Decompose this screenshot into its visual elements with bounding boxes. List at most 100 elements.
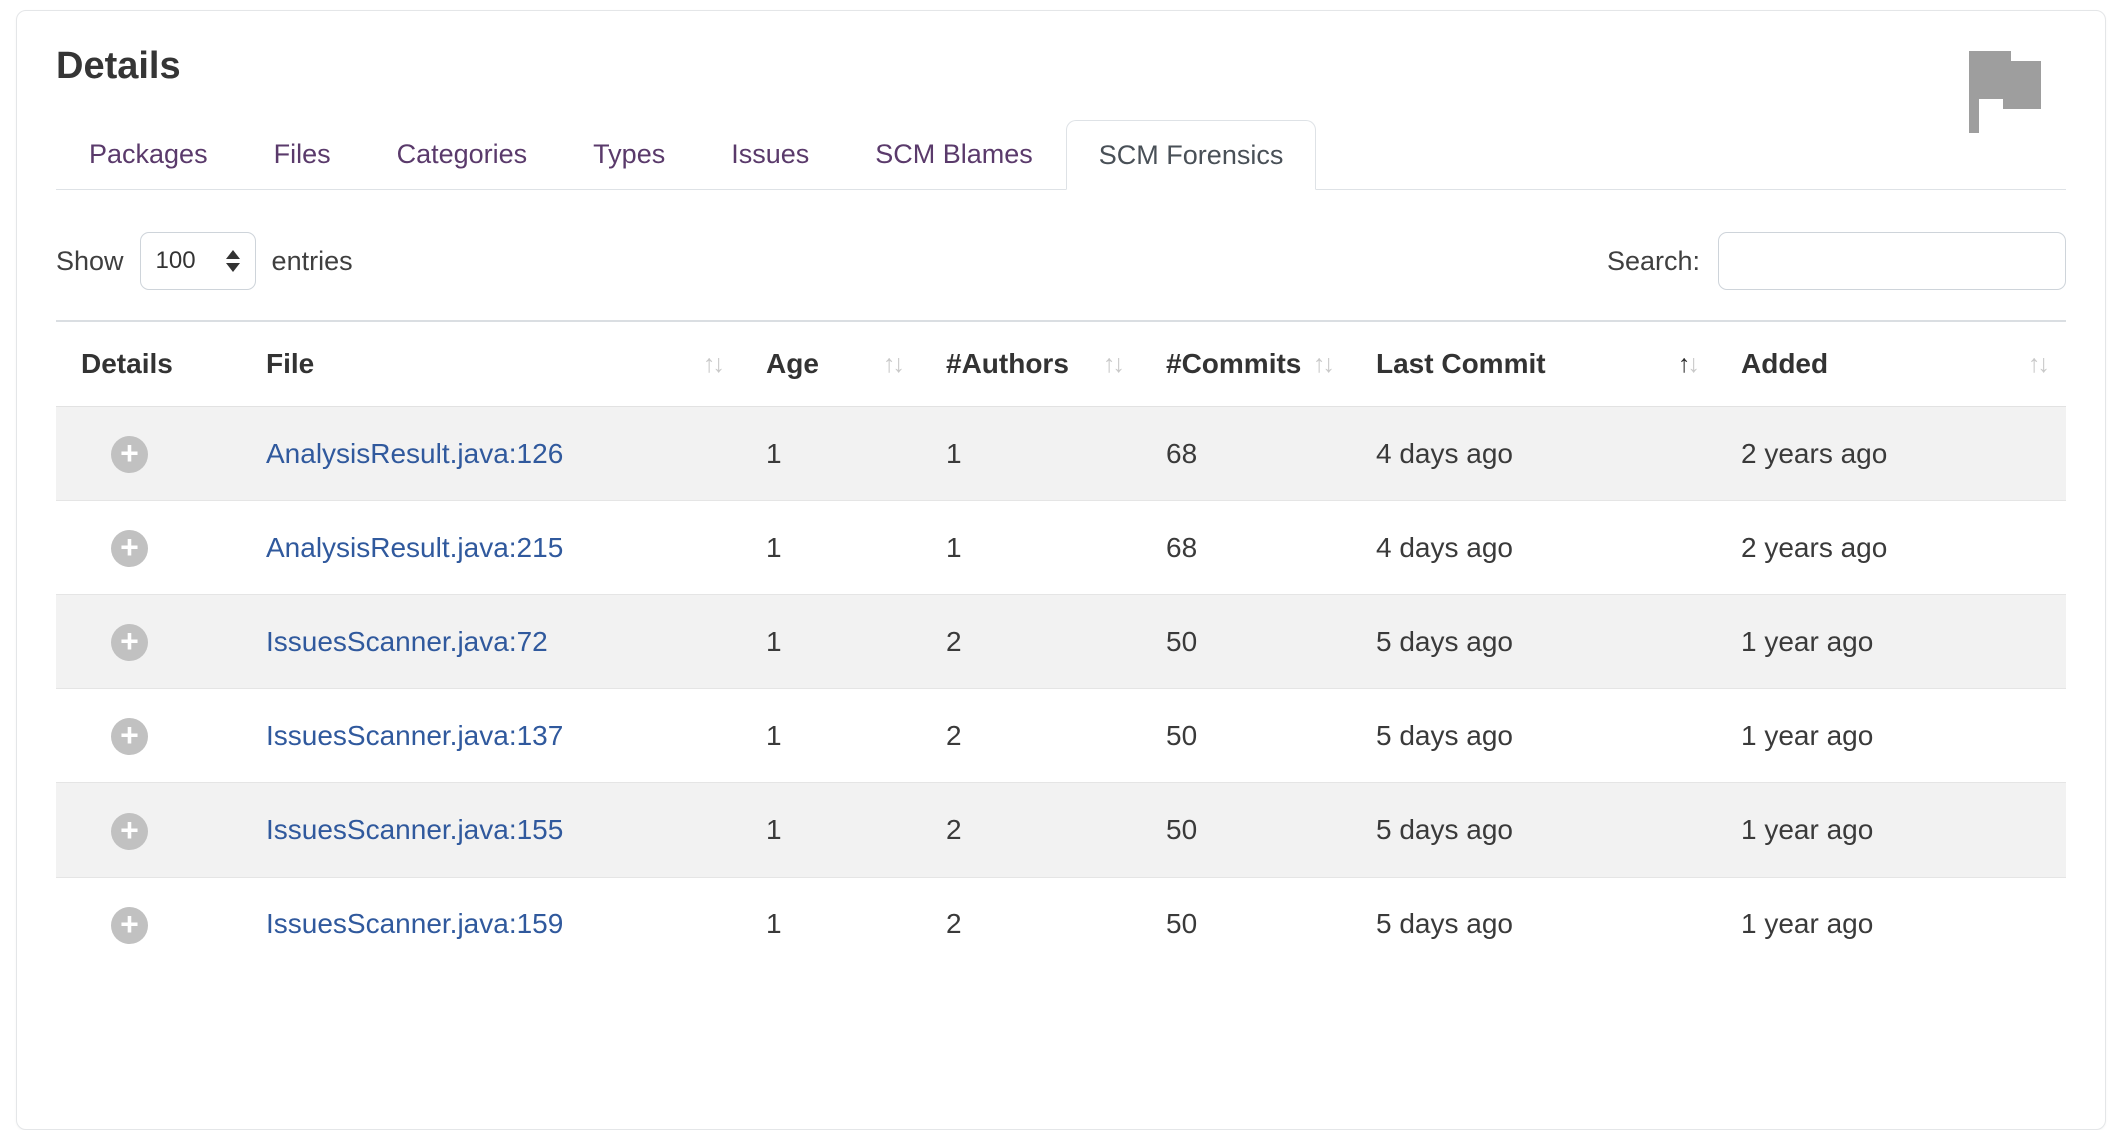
authors-cell: 2 bbox=[946, 719, 962, 751]
authors-cell: 2 bbox=[946, 908, 962, 940]
sort-icon[interactable]: ↑↓ bbox=[2028, 350, 2050, 378]
file-link[interactable]: IssuesScanner.java:137 bbox=[266, 719, 564, 751]
sort-icon[interactable]: ↑↓ bbox=[1678, 350, 1700, 378]
column-label: Age bbox=[766, 348, 819, 379]
tab-label: Packages bbox=[89, 139, 208, 169]
file-link[interactable]: IssuesScanner.java:159 bbox=[266, 908, 564, 940]
expand-row-button[interactable]: + bbox=[111, 436, 148, 474]
page-length-control: Show 100 entries bbox=[56, 232, 353, 290]
authors-cell: 1 bbox=[946, 531, 962, 563]
tab-label: Types bbox=[593, 139, 666, 169]
details-cell: + bbox=[56, 689, 241, 783]
forensics-table: Details ↑↓ File ↑↓ Age ↑↓ #Authors ↑↓ bbox=[56, 320, 2066, 971]
table-row: + AnalysisResult.java:215 1 1 68 4 days … bbox=[56, 500, 2066, 595]
file-cell: IssuesScanner.java:159 bbox=[241, 877, 741, 971]
flag-icon bbox=[1969, 51, 2041, 133]
file-cell: AnalysisResult.java:215 bbox=[241, 501, 741, 595]
added-cell: 2 years ago bbox=[1741, 531, 1888, 563]
page-length-select[interactable]: 100 bbox=[139, 232, 256, 290]
column-header-added[interactable]: Added ↑↓ bbox=[1716, 320, 2066, 407]
details-cell: + bbox=[56, 501, 241, 595]
last-commit-cell: 5 days ago bbox=[1376, 813, 1513, 845]
table-row: + IssuesScanner.java:72 1 2 50 5 days ag… bbox=[56, 594, 2066, 689]
tab-scm-forensics[interactable]: SCM Forensics bbox=[1065, 120, 1317, 190]
details-cell: + bbox=[56, 783, 241, 877]
details-card: Details Packages Files Categories Types … bbox=[16, 10, 2106, 1130]
last-commit-cell: 4 days ago bbox=[1376, 437, 1513, 469]
age-cell: 1 bbox=[766, 908, 782, 940]
sort-icon[interactable]: ↑↓ bbox=[1103, 350, 1125, 378]
table-row: + AnalysisResult.java:126 1 1 68 4 days … bbox=[56, 406, 2066, 501]
details-cell: + bbox=[56, 595, 241, 689]
column-label: #Commits bbox=[1166, 348, 1302, 379]
added-cell: 1 year ago bbox=[1741, 908, 1874, 940]
tab-packages[interactable]: Packages bbox=[56, 119, 241, 189]
authors-cell: 2 bbox=[946, 813, 962, 845]
table-controls: Show 100 entries Search: bbox=[56, 232, 2066, 290]
commits-cell: 68 bbox=[1166, 437, 1198, 469]
age-cell: 1 bbox=[766, 531, 782, 563]
added-cell: 1 year ago bbox=[1741, 813, 1874, 845]
column-header-last-commit[interactable]: Last Commit ↑↓ bbox=[1351, 320, 1716, 407]
column-label: File bbox=[266, 348, 315, 379]
age-cell: 1 bbox=[766, 813, 782, 845]
tab-label: SCM Forensics bbox=[1098, 140, 1284, 170]
tab-label: Issues bbox=[731, 139, 810, 169]
details-cell: + bbox=[56, 407, 241, 501]
tab-label: Files bbox=[273, 139, 331, 169]
added-cell: 1 year ago bbox=[1741, 719, 1874, 751]
file-cell: AnalysisResult.java:126 bbox=[241, 407, 741, 501]
file-cell: IssuesScanner.java:137 bbox=[241, 689, 741, 783]
last-commit-cell: 5 days ago bbox=[1376, 719, 1513, 751]
expand-row-button[interactable]: + bbox=[111, 624, 148, 662]
expand-row-button[interactable]: + bbox=[111, 812, 148, 850]
expand-row-button[interactable]: + bbox=[111, 906, 148, 944]
age-cell: 1 bbox=[766, 719, 782, 751]
entries-label: entries bbox=[271, 245, 353, 276]
column-header-authors[interactable]: #Authors ↑↓ bbox=[921, 320, 1141, 407]
tab-label: Categories bbox=[396, 139, 528, 169]
commits-cell: 50 bbox=[1166, 908, 1198, 940]
authors-cell: 2 bbox=[946, 625, 962, 657]
authors-cell: 1 bbox=[946, 437, 962, 469]
commits-cell: 68 bbox=[1166, 531, 1198, 563]
last-commit-cell: 5 days ago bbox=[1376, 625, 1513, 657]
file-link[interactable]: IssuesScanner.java:72 bbox=[266, 625, 548, 657]
commits-cell: 50 bbox=[1166, 813, 1198, 845]
select-caret-icon bbox=[225, 250, 240, 272]
search-input[interactable] bbox=[1718, 232, 2066, 290]
expand-row-button[interactable]: + bbox=[111, 718, 148, 756]
table-body: + AnalysisResult.java:126 1 1 68 4 days … bbox=[56, 406, 2066, 971]
tab-bar: Packages Files Categories Types Issues S… bbox=[56, 119, 2066, 190]
file-cell: IssuesScanner.java:155 bbox=[241, 783, 741, 877]
file-link[interactable]: AnalysisResult.java:126 bbox=[266, 437, 564, 469]
column-label: Added bbox=[1741, 348, 1829, 379]
column-header-details[interactable]: Details ↑↓ bbox=[56, 320, 241, 407]
file-cell: IssuesScanner.java:72 bbox=[241, 595, 741, 689]
sort-icon[interactable]: ↑↓ bbox=[883, 350, 905, 378]
file-link[interactable]: AnalysisResult.java:215 bbox=[266, 531, 564, 563]
search-control: Search: bbox=[1607, 232, 2066, 290]
tab-label: SCM Blames bbox=[875, 139, 1033, 169]
table-header-row: Details ↑↓ File ↑↓ Age ↑↓ #Authors ↑↓ bbox=[56, 320, 2066, 407]
last-commit-cell: 5 days ago bbox=[1376, 908, 1513, 940]
last-commit-cell: 4 days ago bbox=[1376, 531, 1513, 563]
show-label: Show bbox=[56, 245, 124, 276]
column-label: Last Commit bbox=[1376, 348, 1546, 379]
sort-icon[interactable]: ↑↓ bbox=[1313, 350, 1335, 378]
tab-issues[interactable]: Issues bbox=[698, 119, 842, 189]
commits-cell: 50 bbox=[1166, 625, 1198, 657]
sort-icon[interactable]: ↑↓ bbox=[703, 350, 725, 378]
column-header-age[interactable]: Age ↑↓ bbox=[741, 320, 921, 407]
page-title: Details bbox=[56, 45, 181, 87]
tab-types[interactable]: Types bbox=[560, 119, 698, 189]
tab-files[interactable]: Files bbox=[241, 119, 364, 189]
column-header-commits[interactable]: #Commits ↑↓ bbox=[1141, 320, 1351, 407]
tab-scm-blames[interactable]: SCM Blames bbox=[842, 119, 1066, 189]
commits-cell: 50 bbox=[1166, 719, 1198, 751]
file-link[interactable]: IssuesScanner.java:155 bbox=[266, 813, 564, 845]
tab-categories[interactable]: Categories bbox=[364, 119, 561, 189]
expand-row-button[interactable]: + bbox=[111, 530, 148, 568]
column-header-file[interactable]: File ↑↓ bbox=[241, 320, 741, 407]
column-label: #Authors bbox=[946, 348, 1069, 379]
